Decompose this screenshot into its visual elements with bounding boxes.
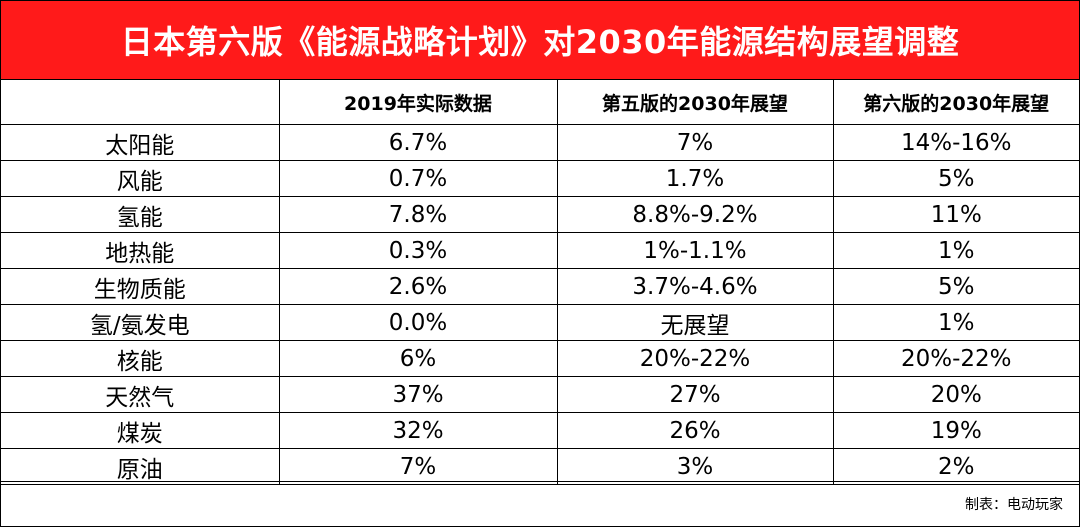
table-row: 天然气 37% 27% 20%	[1, 376, 1079, 413]
cell-2019: 6%	[278, 340, 558, 377]
row-label: 核能	[1, 340, 280, 377]
cell-2019: 37%	[278, 376, 558, 413]
cell-5th: 7%	[556, 124, 834, 161]
table-row: 风能 0.7% 1.7% 5%	[1, 160, 1079, 197]
cell-2019: 0.7%	[278, 160, 558, 197]
table-row: 生物质能 2.6% 3.7%-4.6% 5%	[1, 268, 1079, 305]
table-row: 氢能 7.8% 8.8%-9.2% 11%	[1, 196, 1079, 233]
cell-6th: 20%-22%	[832, 340, 1079, 377]
table-row: 煤炭 32% 26% 19%	[1, 412, 1079, 449]
cell-6th: 14%-16%	[832, 124, 1079, 161]
cell-2019: 0.3%	[278, 232, 558, 269]
source-note-row: 制表：电动玩家	[1, 481, 1079, 526]
cell-6th: 5%	[832, 160, 1079, 197]
cell-6th: 19%	[832, 412, 1079, 449]
cell-6th: 20%	[832, 376, 1079, 413]
row-label: 风能	[1, 160, 280, 197]
source-note: 制表：电动玩家	[965, 497, 1063, 513]
cell-5th: 3.7%-4.6%	[556, 268, 834, 305]
table-row: 氢/氨发电 0.0% 无展望 1%	[1, 304, 1079, 341]
cell-2019: 2.6%	[278, 268, 558, 305]
header-cell-2019-actual: 2019年实际数据	[278, 80, 558, 125]
row-label: 氢/氨发电	[1, 304, 280, 341]
header-cell-6th-edition: 第六版的2030年展望	[832, 80, 1079, 125]
header-cell-5th-edition: 第五版的2030年展望	[556, 80, 834, 125]
cell-5th: 8.8%-9.2%	[556, 196, 834, 233]
table-title: 日本第六版《能源战略计划》对2030年能源结构展望调整	[1, 1, 1079, 80]
cell-5th: 27%	[556, 376, 834, 413]
cell-2019: 7%	[278, 448, 558, 485]
table-row: 原油 7% 3% 2%	[1, 448, 1079, 485]
cell-6th: 1%	[832, 232, 1079, 269]
cell-2019: 7.8%	[278, 196, 558, 233]
cell-5th: 3%	[556, 448, 834, 485]
cell-6th: 11%	[832, 196, 1079, 233]
cell-6th: 5%	[832, 268, 1079, 305]
cell-2019: 32%	[278, 412, 558, 449]
row-label: 地热能	[1, 232, 280, 269]
energy-structure-table: 2019年实际数据 第五版的2030年展望 第六版的2030年展望 太阳能 6.…	[1, 80, 1079, 485]
cell-6th: 1%	[832, 304, 1079, 341]
cell-2019: 6.7%	[278, 124, 558, 161]
row-label: 氢能	[1, 196, 280, 233]
table-row: 核能 6% 20%-22% 20%-22%	[1, 340, 1079, 377]
table-row: 地热能 0.3% 1%-1.1% 1%	[1, 232, 1079, 269]
row-label: 太阳能	[1, 124, 280, 161]
header-cell-blank	[1, 80, 280, 125]
row-label: 煤炭	[1, 412, 280, 449]
cell-5th: 26%	[556, 412, 834, 449]
cell-5th: 1.7%	[556, 160, 834, 197]
cell-5th: 无展望	[556, 304, 834, 341]
cell-5th: 1%-1.1%	[556, 232, 834, 269]
header-row: 2019年实际数据 第五版的2030年展望 第六版的2030年展望	[1, 80, 1079, 125]
cell-5th: 20%-22%	[556, 340, 834, 377]
row-label: 生物质能	[1, 268, 280, 305]
table-row: 太阳能 6.7% 7% 14%-16%	[1, 124, 1079, 161]
cell-6th: 2%	[832, 448, 1079, 485]
row-label: 原油	[1, 448, 280, 485]
row-label: 天然气	[1, 376, 280, 413]
cell-2019: 0.0%	[278, 304, 558, 341]
